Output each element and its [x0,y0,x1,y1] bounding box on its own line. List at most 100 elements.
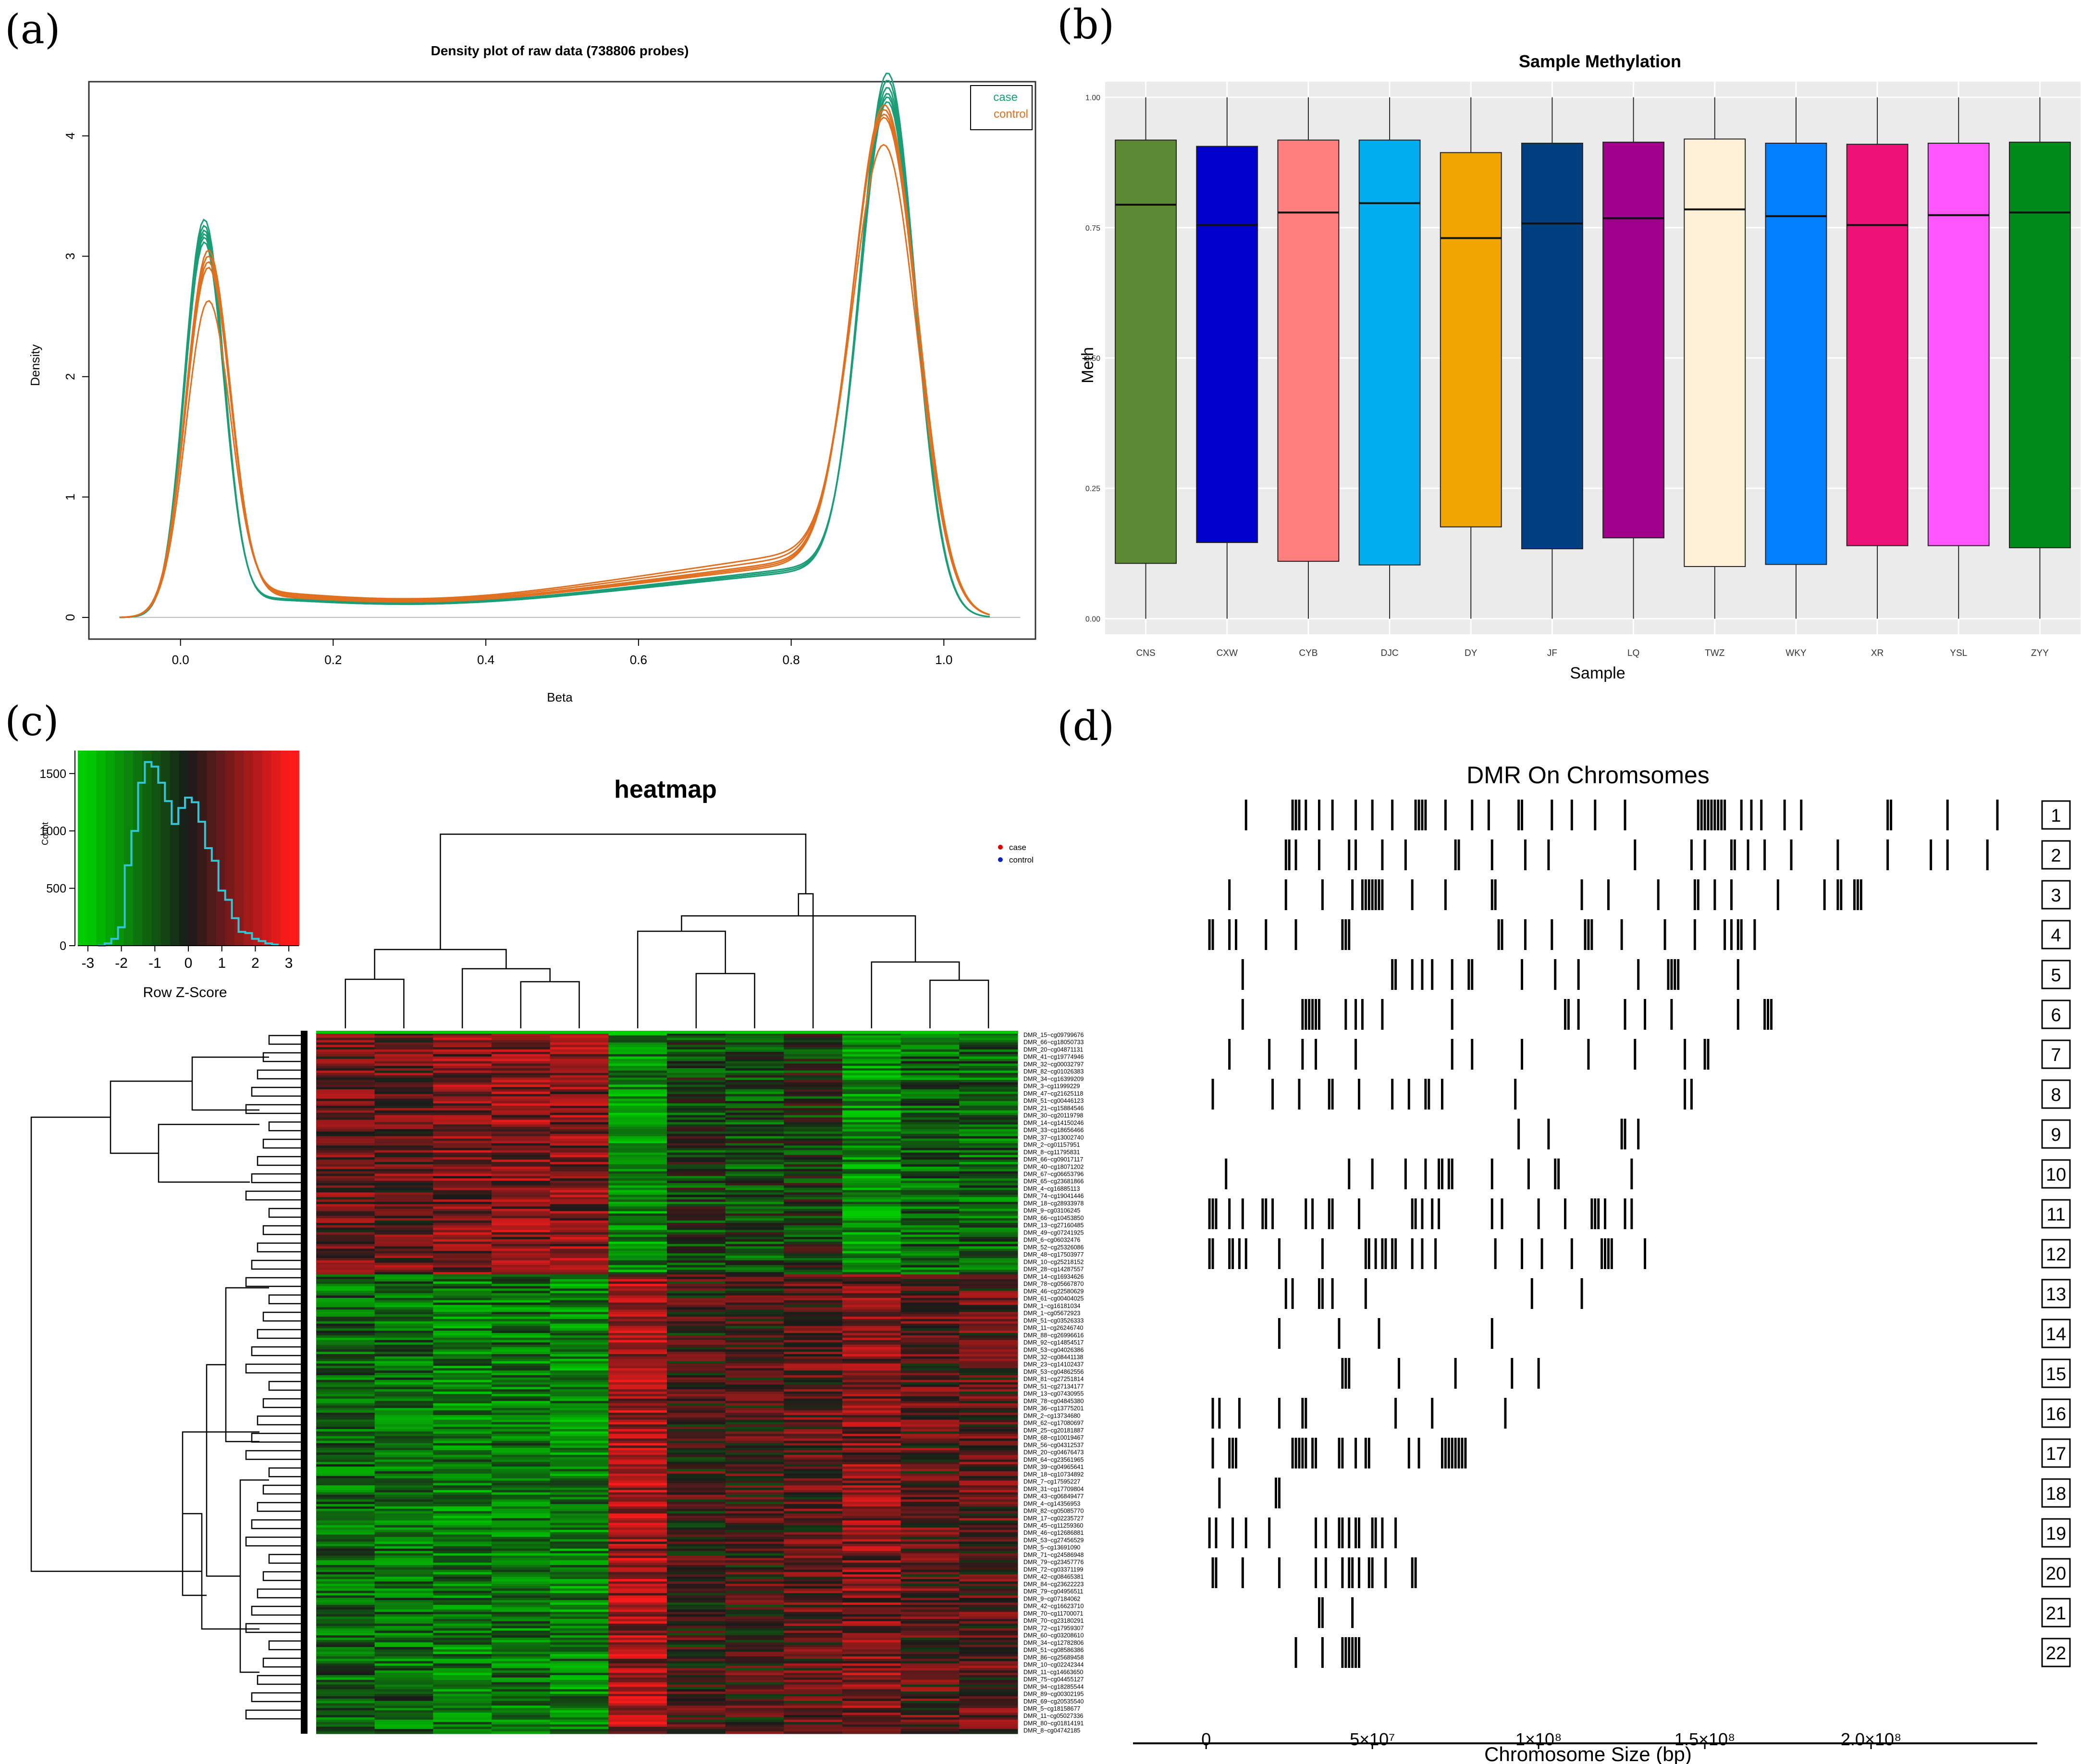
heatmap-cell [900,1698,960,1702]
heatmap-cell [725,1537,784,1540]
heatmap-cell [842,1035,901,1038]
heatmap-cell [316,1621,375,1624]
heatmap-cell [608,1047,667,1050]
heatmap-cell [959,1272,1018,1275]
heatmap-cell [316,1087,375,1090]
heatmap-row-label: DMR_72~cg03371199 [1023,1566,1084,1573]
heatmap-cell [842,1176,901,1179]
heatmap-cell [784,1468,843,1472]
heatmap-cell [550,1417,609,1420]
heatmap-cell [550,1652,609,1654]
heatmap-cell [550,1166,609,1170]
heatmap-cell [959,1225,1018,1228]
heatmap-cell [667,1293,726,1296]
heatmap-cell [550,1642,609,1645]
heatmap-cell [608,1258,667,1261]
heatmap-cell [316,1508,375,1512]
heatmap-cell [608,1602,667,1605]
heatmap-cell [784,1422,843,1425]
heatmap-cell [842,1607,901,1610]
heatmap-cell [842,1621,901,1624]
heatmap-cell [608,1642,667,1645]
heatmap-cell [900,1382,960,1385]
heatmap-cell [316,1204,375,1207]
heatmap-cell [433,1216,492,1219]
row-dendrogram-link [245,1363,301,1374]
heatmap-cell [842,1567,901,1570]
heatmap-cell [316,1722,375,1725]
heatmap-cell [374,1450,433,1453]
heatmap-cell [316,1110,375,1113]
heatmap-cell [550,1424,609,1427]
chromosome-label: 8 [2051,1085,2061,1105]
heatmap-cell [842,1457,901,1460]
heatmap-cell [492,1532,551,1535]
heatmap-cell [433,1361,492,1364]
heatmap-cell [842,1138,901,1141]
heatmap-cell [608,1523,667,1526]
heatmap-cell [374,1476,433,1479]
color-key-y-tick-label: 1500 [39,767,66,781]
heatmap-cell [608,1471,667,1474]
heatmap-cell [433,1682,492,1685]
heatmap-cell [316,1051,375,1055]
heatmap-cell [492,1115,551,1118]
heatmap-cell [492,1110,551,1113]
heatmap-cell [784,1508,843,1512]
heatmap-cell [725,1703,784,1706]
heatmap-cell [608,1424,667,1427]
heatmap-cell [842,1160,901,1162]
heatmap-cell [608,1621,667,1624]
heatmap-row-label: DMR_79~cg04956511 [1023,1588,1084,1595]
chromosome-label: 16 [2046,1404,2066,1424]
heatmap-cell [667,1070,726,1073]
heatmap-cell [842,1328,901,1331]
heatmap-cell [374,1591,433,1593]
heatmap-cell [316,1256,375,1258]
heatmap-cell [492,1715,551,1718]
heatmap-cell [667,1403,726,1406]
heatmap-cell [374,1063,433,1066]
boxplot-x-tick-label: CYB [1299,648,1318,658]
heatmap-cell [959,1204,1018,1207]
heatmap-cell [959,1396,1018,1399]
heatmap-cell [842,1640,901,1643]
heatmap-cell [959,1422,1018,1425]
heatmap-cell [667,1483,726,1486]
heatmap-cell [667,1169,726,1172]
heatmap-cell [667,1047,726,1050]
heatmap-cell [900,1494,960,1498]
heatmap-cell [667,1108,726,1111]
heatmap-cell [316,1237,375,1240]
heatmap-cell [433,1534,492,1537]
heatmap-cell [433,1349,492,1352]
heatmap-cell [550,1342,609,1345]
heatmap-cell [959,1061,1018,1064]
heatmap-row-label: DMR_51~cg03526333 [1023,1317,1084,1324]
legend-case-dot [998,845,1003,850]
heatmap-cell [842,1246,901,1249]
heatmap-cell [667,1398,726,1402]
heatmap-cell [667,1497,726,1500]
heatmap-cell [550,1408,609,1411]
heatmap-cell [374,1616,433,1619]
heatmap-cell [608,1431,667,1434]
heatmap-cell [550,1468,609,1472]
heatmap-cell [842,1591,901,1593]
heatmap-cell [433,1588,492,1591]
heatmap-cell [959,1112,1018,1116]
heatmap-cell [784,1331,843,1333]
heatmap-cell [725,1244,784,1247]
heatmap-cell [374,1677,433,1680]
heatmap-cell [433,1513,492,1517]
heatmap-cell [725,1724,784,1727]
row-dendrogram-link [268,1467,301,1478]
heatmap-cell [374,1143,433,1146]
heatmap-cell [725,1267,784,1271]
heatmap-cell [784,1337,843,1341]
heatmap-cell [608,1586,667,1589]
heatmap-cell [900,1150,960,1153]
heatmap-cell [433,1640,492,1643]
heatmap-cell [900,1056,960,1060]
heatmap-cell [550,1670,609,1673]
